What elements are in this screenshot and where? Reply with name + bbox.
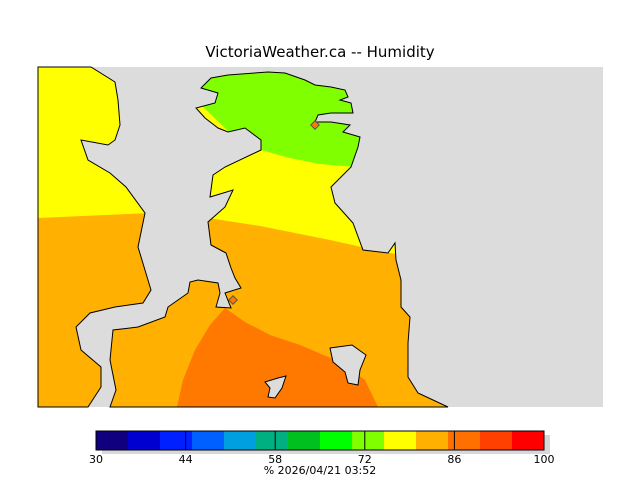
legend-bin [448, 431, 480, 450]
station-marker [310, 120, 320, 130]
legend-tick-label: 86 [447, 453, 462, 466]
legend-bin [480, 431, 512, 450]
legend-tick-label: 44 [178, 453, 193, 466]
legend-bin [384, 431, 416, 450]
legend-bin [160, 431, 192, 450]
legend-bin [320, 431, 352, 450]
legend-border [95, 430, 545, 451]
legend-bin [256, 431, 288, 450]
legend-bin [96, 431, 128, 450]
color-legend [95, 430, 550, 454]
legend-bin [128, 431, 160, 450]
legend-bin [192, 431, 224, 450]
island [264, 375, 287, 399]
legend-tick-label: 72 [357, 453, 372, 466]
page-title: VictoriaWeather.ca -- Humidity [205, 43, 435, 61]
legend-tick-label: 30 [89, 453, 103, 466]
legend-tick-label: 58 [268, 453, 283, 466]
legend-bin [512, 431, 544, 450]
zone-dark-orange [177, 308, 378, 407]
station-marker [228, 295, 238, 305]
legend-bin [416, 431, 448, 450]
legend-footer: % 2026/04/21 03:52 [263, 464, 377, 477]
island [329, 344, 367, 386]
legend-bin [352, 431, 384, 450]
legend-tick-label: 100 [533, 453, 555, 466]
legend-bin [288, 431, 320, 450]
legend-bin [224, 431, 256, 450]
